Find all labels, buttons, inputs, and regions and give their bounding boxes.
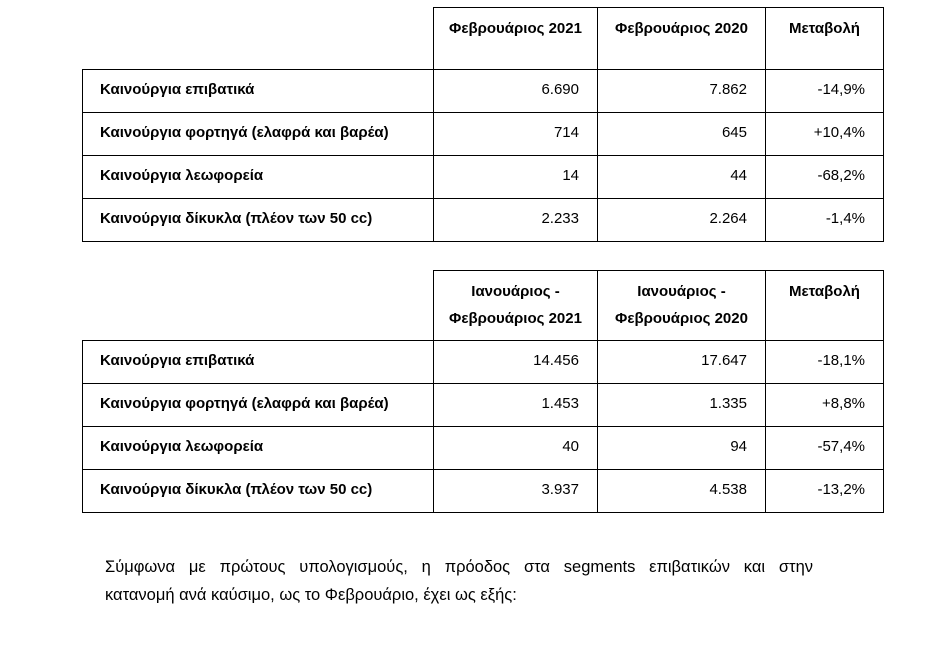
value-previous: 44 xyxy=(597,155,766,199)
column-header-previous-period: Ιανουάριος - Φεβρουάριος 2020 xyxy=(597,270,766,341)
value-current: 1.453 xyxy=(433,383,598,427)
column-header-change: Μεταβολή xyxy=(765,7,884,70)
value-change: -13,2% xyxy=(765,469,884,513)
row-label: Καινούργια δίκυκλα (πλέον των 50 cc) xyxy=(82,198,434,242)
table-row: Καινούργια επιβατικά 6.690 7.862 -14,9% xyxy=(82,69,884,113)
intro-paragraph: Σύμφωνα με πρώτους υπολογισμούς, η πρόοδ… xyxy=(105,553,813,609)
table-row: Καινούργια φορτηγά (ελαφρά και βαρέα) 71… xyxy=(82,112,884,156)
row-label: Καινούργια φορτηγά (ελαφρά και βαρέα) xyxy=(82,112,434,156)
row-label: Καινούργια επιβατικά xyxy=(82,69,434,113)
paragraph-line-2: κατανομή ανά καύσιμο, ως το Φεβρουάριο, … xyxy=(105,586,517,604)
value-previous: 94 xyxy=(597,426,766,470)
table-row: Καινούργια επιβατικά 14.456 17.647 -18,1… xyxy=(82,340,884,384)
table-row: Καινούργια λεωφορεία 40 94 -57,4% xyxy=(82,426,884,470)
value-change: -1,4% xyxy=(765,198,884,242)
paragraph-line-1: Σύμφωνα με πρώτους υπολογισμούς, η πρόοδ… xyxy=(105,558,813,576)
value-previous: 645 xyxy=(597,112,766,156)
value-previous: 7.862 xyxy=(597,69,766,113)
value-previous: 1.335 xyxy=(597,383,766,427)
monthly-registrations-table: Φεβρουάριος 2021 Φεβρουάριος 2020 Μεταβο… xyxy=(82,7,884,242)
empty-corner-cell xyxy=(83,8,434,70)
value-current: 3.937 xyxy=(433,469,598,513)
value-previous: 4.538 xyxy=(597,469,766,513)
column-header-current-period: Ιανουάριος - Φεβρουάριος 2021 xyxy=(433,270,598,341)
row-label: Καινούργια δίκυκλα (πλέον των 50 cc) xyxy=(82,469,434,513)
ytd-registrations-table: Ιανουάριος - Φεβρουάριος 2021 Ιανουάριος… xyxy=(82,270,884,513)
value-current: 2.233 xyxy=(433,198,598,242)
row-label: Καινούργια φορτηγά (ελαφρά και βαρέα) xyxy=(82,383,434,427)
value-current: 40 xyxy=(433,426,598,470)
column-header-previous-period: Φεβρουάριος 2020 xyxy=(597,7,766,70)
value-change: -14,9% xyxy=(765,69,884,113)
value-current: 6.690 xyxy=(433,69,598,113)
table-row: Καινούργια λεωφορεία 14 44 -68,2% xyxy=(82,155,884,199)
column-header-current-period: Φεβρουάριος 2021 xyxy=(433,7,598,70)
value-current: 14 xyxy=(433,155,598,199)
value-current: 714 xyxy=(433,112,598,156)
row-label: Καινούργια λεωφορεία xyxy=(82,155,434,199)
empty-corner-cell xyxy=(83,271,434,341)
row-label: Καινούργια επιβατικά xyxy=(82,340,434,384)
value-change: +10,4% xyxy=(765,112,884,156)
column-header-change: Μεταβολή xyxy=(765,270,884,341)
row-label: Καινούργια λεωφορεία xyxy=(82,426,434,470)
table-header-row: Φεβρουάριος 2021 Φεβρουάριος 2020 Μεταβο… xyxy=(83,7,884,70)
value-previous: 2.264 xyxy=(597,198,766,242)
value-previous: 17.647 xyxy=(597,340,766,384)
value-change: -18,1% xyxy=(765,340,884,384)
value-change: -68,2% xyxy=(765,155,884,199)
table-row: Καινούργια δίκυκλα (πλέον των 50 cc) 3.9… xyxy=(82,469,884,513)
value-change: +8,8% xyxy=(765,383,884,427)
table-row: Καινούργια φορτηγά (ελαφρά και βαρέα) 1.… xyxy=(82,383,884,427)
table-row: Καινούργια δίκυκλα (πλέον των 50 cc) 2.2… xyxy=(82,198,884,242)
value-current: 14.456 xyxy=(433,340,598,384)
table-header-row: Ιανουάριος - Φεβρουάριος 2021 Ιανουάριος… xyxy=(83,270,884,341)
value-change: -57,4% xyxy=(765,426,884,470)
